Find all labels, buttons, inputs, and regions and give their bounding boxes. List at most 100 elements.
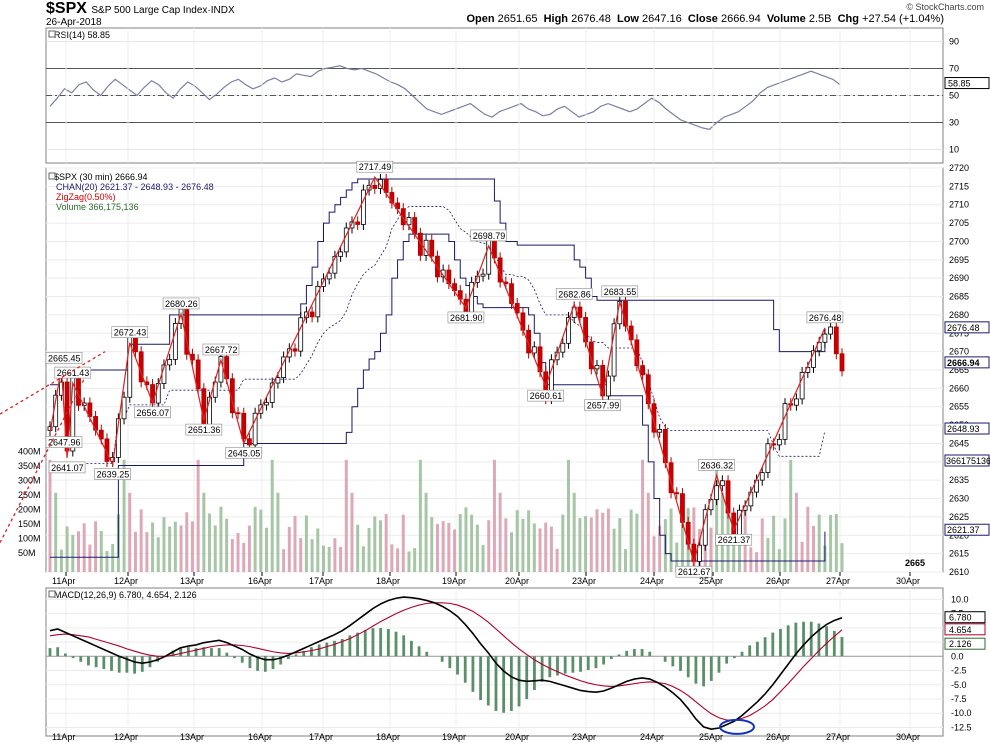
ohlc-change: Chg +27.54 (+1.04%) [837,13,944,25]
macd-right-label: 6.780 [949,613,972,623]
rsi-tick-label: 90 [949,37,959,47]
volume-bar [555,548,559,572]
channel-lower-line [50,233,826,562]
volume-bar [133,531,137,572]
rsi-tick-label: 70 [949,64,959,74]
price-candle-body [195,359,201,390]
price-candle-body [526,329,532,354]
ohlc-volume: Volume 2.5B [766,13,832,25]
zigzag-pivot-label: 2660.61 [530,391,563,401]
macd-histogram-bar [279,656,283,665]
price-right-label: 2676.48 [947,323,980,333]
price-tick-label: 2655 [949,402,969,412]
price-x-label: 18Apr [376,576,400,586]
price-x-label: 11Apr [52,576,75,586]
volume-bar [71,534,75,572]
price-x-label: 26Apr [766,576,790,586]
volume-bar [242,542,246,572]
macd-histogram-bar [640,649,644,657]
macd-histogram-bar [494,656,498,711]
volume-bar [327,546,331,572]
macd-histogram-bar [579,656,582,672]
price-tick-label: 2625 [949,512,969,522]
macd-histogram-bar [740,651,744,657]
volume-bar [88,544,92,572]
macd-histogram-bar [509,656,513,711]
volume-bar [225,518,229,572]
price-right-box [944,356,990,369]
macd-histogram-bar [356,632,359,657]
volume-bar [595,509,599,572]
price-candle-body [640,365,645,376]
price-x-label: 17Apr [309,576,333,586]
macd-x-label: 16Apr [248,732,272,742]
zigzag-label-box [45,352,83,364]
price-candle-body [674,492,680,495]
volume-bar [59,549,63,572]
price-candle-body [577,306,583,318]
volume-bar [515,510,519,572]
macd-histogram-bar [48,648,52,657]
macd-histogram-bar [363,629,367,657]
price-candle-body [799,372,805,400]
zigzag-pivot-label: 2645.05 [228,448,261,458]
zigzag-label-box [356,160,394,173]
macd-histogram-bar [632,649,636,657]
zigzag-pivot-label: 2657.99 [587,401,620,411]
volume-bar [532,523,536,572]
volume-bar [441,521,445,572]
volume-bar [76,531,80,572]
macd-histogram-bar [71,656,75,659]
zigzag-pivot-label: 2647.96 [48,438,81,448]
macd-histogram-bar [110,656,113,671]
volume-bar [475,524,479,572]
volume-last-label: 366175136 [946,456,990,466]
macd-histogram-bar [440,656,444,662]
price-candle-body [292,348,298,352]
price-candle-body [412,217,418,234]
volume-bar [549,526,553,572]
volume-bar [430,517,434,572]
volume-bar [378,520,382,572]
macd-histogram-bar [102,656,106,670]
macd-tick-label: -12.5 [951,722,972,732]
macd-histogram-bar [233,656,236,659]
price-x-label: 20Apr [505,576,529,586]
price-candle-body [383,179,389,193]
price-candle-body [605,375,611,397]
volume-bar [413,548,417,572]
macd-x-label: 19Apr [442,732,466,742]
macd-histogram-bar [817,623,821,657]
macd-histogram-bar [840,636,844,657]
macd-histogram-bar [732,656,736,659]
price-candle-body [269,382,275,403]
volume-bar [800,541,804,572]
macd-right-box [944,637,986,650]
zigzag-pivot-label: 2676.48 [809,313,842,323]
volume-bar [401,514,405,572]
zigzag-line [49,176,826,565]
price-legend-box [48,172,56,180]
zigzag-pivot-label: 2636.32 [701,460,734,470]
macd-annotation-ellipse [719,718,755,735]
volume-bar [504,518,508,572]
volume-bar [65,526,69,572]
zigzag-pivot-label: 2698.79 [473,231,506,241]
symbol-title: $SPX S&P 500 Large Cap Index·INDX [46,0,235,18]
macd-histogram-bar [194,648,198,657]
volume-bar [293,515,297,572]
zigzag-pivot-label: 2612.67 [678,567,711,577]
macd-legend: MACD(12,26,9) 6.780, 4.654, 2.126 [54,590,197,600]
price-x-label: 24Apr [640,576,664,586]
price-candle-body [657,429,663,433]
volume-bar [396,548,400,572]
macd-histogram-bar [263,656,267,672]
volume-bar [151,522,155,572]
macd-x-label: 24Apr [640,732,664,742]
macd-histogram-bar [425,651,429,657]
price-x-label: 13Apr [180,576,204,586]
macd-histogram-bar [140,656,144,672]
price-candle-body [372,184,378,189]
price-tick-label: 2610 [949,567,969,577]
